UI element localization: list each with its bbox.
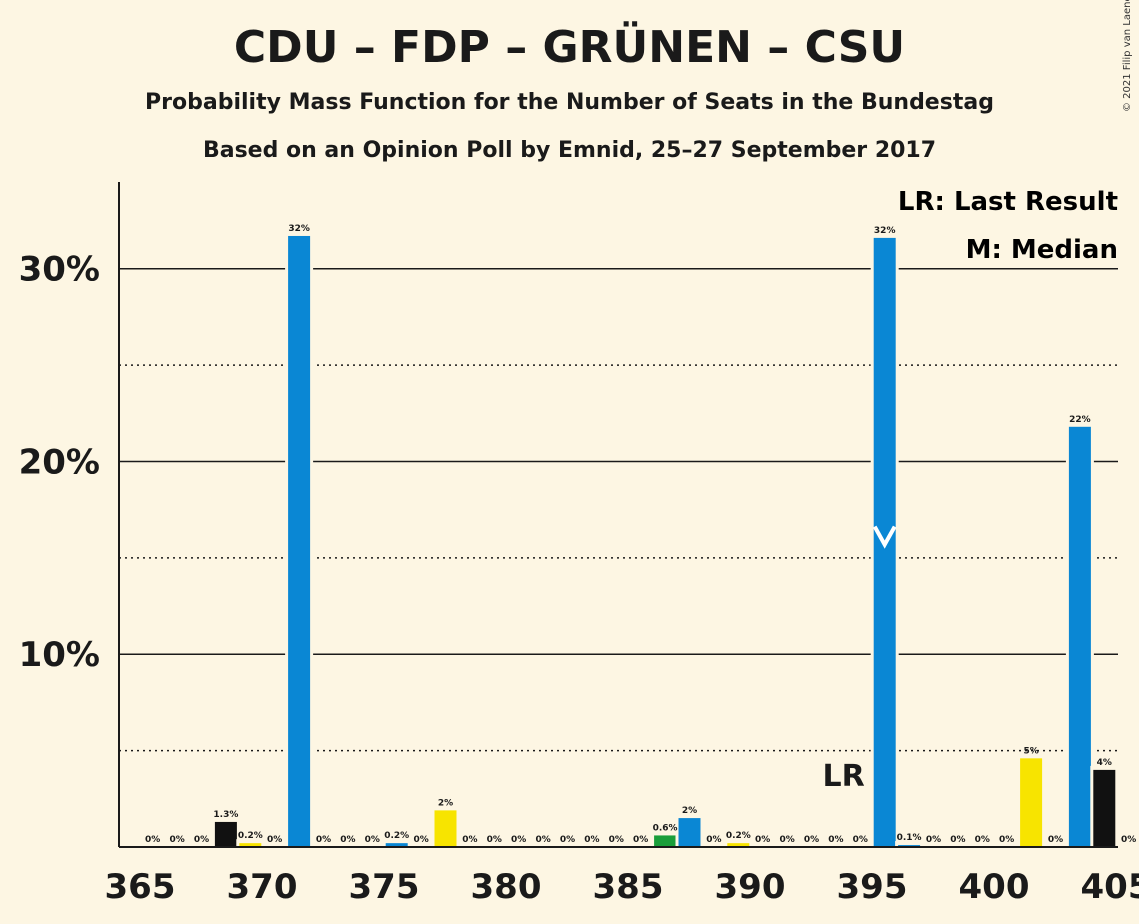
bar-halo xyxy=(895,841,924,847)
bar-value-label: 0% xyxy=(1048,835,1063,845)
bar-value-label: 22% xyxy=(1069,415,1091,425)
bar-value-label: 0% xyxy=(560,835,575,845)
bar-value-label: 0% xyxy=(267,835,282,845)
bar-value-label: 0% xyxy=(535,835,550,845)
x-tick-label: 400 xyxy=(959,867,1030,907)
bar xyxy=(727,843,750,847)
bar-value-label: 4% xyxy=(1097,758,1112,768)
bar-value-label: 32% xyxy=(874,226,896,236)
bar-value-label: 0% xyxy=(462,835,477,845)
bar-value-label: 0% xyxy=(340,835,355,845)
bar-value-label: 0% xyxy=(755,835,770,845)
x-tick-label: 375 xyxy=(349,867,420,907)
bar xyxy=(678,818,701,847)
bar xyxy=(385,843,408,847)
bar-value-label: 0% xyxy=(145,835,160,845)
bar-value-label: 0.2% xyxy=(384,831,409,841)
y-tick-label: 30% xyxy=(19,250,100,290)
legend-last-result: LR: Last Result xyxy=(898,187,1118,217)
bar xyxy=(239,843,262,847)
bar-value-label: 0% xyxy=(584,835,599,845)
bar-value-label: 0% xyxy=(633,835,648,845)
bar-value-label: 0% xyxy=(487,835,502,845)
x-tick-label: 385 xyxy=(593,867,664,907)
bar-value-label: 0% xyxy=(511,835,526,845)
bar-value-label: 0% xyxy=(779,835,794,845)
median-marker xyxy=(872,525,897,549)
y-tick-label: 20% xyxy=(19,442,100,482)
bar-halo xyxy=(724,839,753,847)
bar xyxy=(434,810,457,847)
x-tick-label: 395 xyxy=(837,867,908,907)
bar-value-label: 0% xyxy=(316,835,331,845)
legend-median: M: Median xyxy=(966,235,1118,265)
bar-value-label: 0% xyxy=(950,835,965,845)
chart-title: CDU – FDP – GRÜNEN – CSU xyxy=(233,22,906,73)
data-labels: 0% 0% 0% 1.3% 0.2% 0% 32% 0% 0% 0% 0.2% 0% 2% 0% 0% 0% 0… xyxy=(145,224,1136,845)
bar-value-label: 0.2% xyxy=(726,831,751,841)
bar-value-label: 0% xyxy=(853,835,868,845)
bar-value-label: 0% xyxy=(926,835,941,845)
bar-value-label: 0% xyxy=(706,835,721,845)
bar xyxy=(214,821,237,847)
bar-value-label: 2% xyxy=(438,798,453,808)
x-tick-label: 380 xyxy=(471,867,542,907)
bar-value-label: 1.3% xyxy=(213,810,238,820)
bar-value-label: 0% xyxy=(828,835,843,845)
bar-value-label: 0% xyxy=(975,835,990,845)
bar-value-label: 0% xyxy=(365,835,380,845)
bar-value-label: 0% xyxy=(999,835,1014,845)
bar xyxy=(288,235,311,847)
last-result-marker: LR xyxy=(822,759,864,794)
bar xyxy=(1093,769,1116,847)
x-tick-label: 405 xyxy=(1081,867,1139,907)
bar-value-label: 0.2% xyxy=(238,831,263,841)
bar-value-label: 0% xyxy=(804,835,819,845)
bar-value-label: 0% xyxy=(609,835,624,845)
bar-value-label: 2% xyxy=(682,806,697,816)
bar-value-label: 0.6% xyxy=(653,823,678,833)
bar-halo xyxy=(236,839,265,847)
bar-value-label: 32% xyxy=(288,224,310,234)
gridlines xyxy=(119,267,1118,752)
x-tick-label: 390 xyxy=(715,867,786,907)
x-tick-label: 365 xyxy=(105,867,176,907)
chart-subtitle-source: Based on an Opinion Poll by Emnid, 25–27… xyxy=(202,138,937,163)
bar-value-label: 0% xyxy=(169,835,184,845)
bar xyxy=(654,835,677,847)
bar-value-label: 0% xyxy=(194,835,209,845)
bar-value-label: 0% xyxy=(1121,835,1136,845)
bar xyxy=(1020,758,1043,847)
chart-subtitle: Probability Mass Function for the Number… xyxy=(145,90,994,115)
x-tick-label: 370 xyxy=(227,867,298,907)
axes: 10% 20% 30% 365 370 375 380 385 390 395 400 405 xyxy=(19,182,1139,907)
bar-halo xyxy=(382,839,411,847)
bar-value-label: 0.1% xyxy=(897,833,922,843)
bar xyxy=(1068,426,1091,847)
y-tick-label: 10% xyxy=(19,635,100,675)
bar-value-label: 0% xyxy=(413,835,428,845)
bar-value-label: 5% xyxy=(1023,746,1038,756)
bar-series xyxy=(211,231,1119,847)
